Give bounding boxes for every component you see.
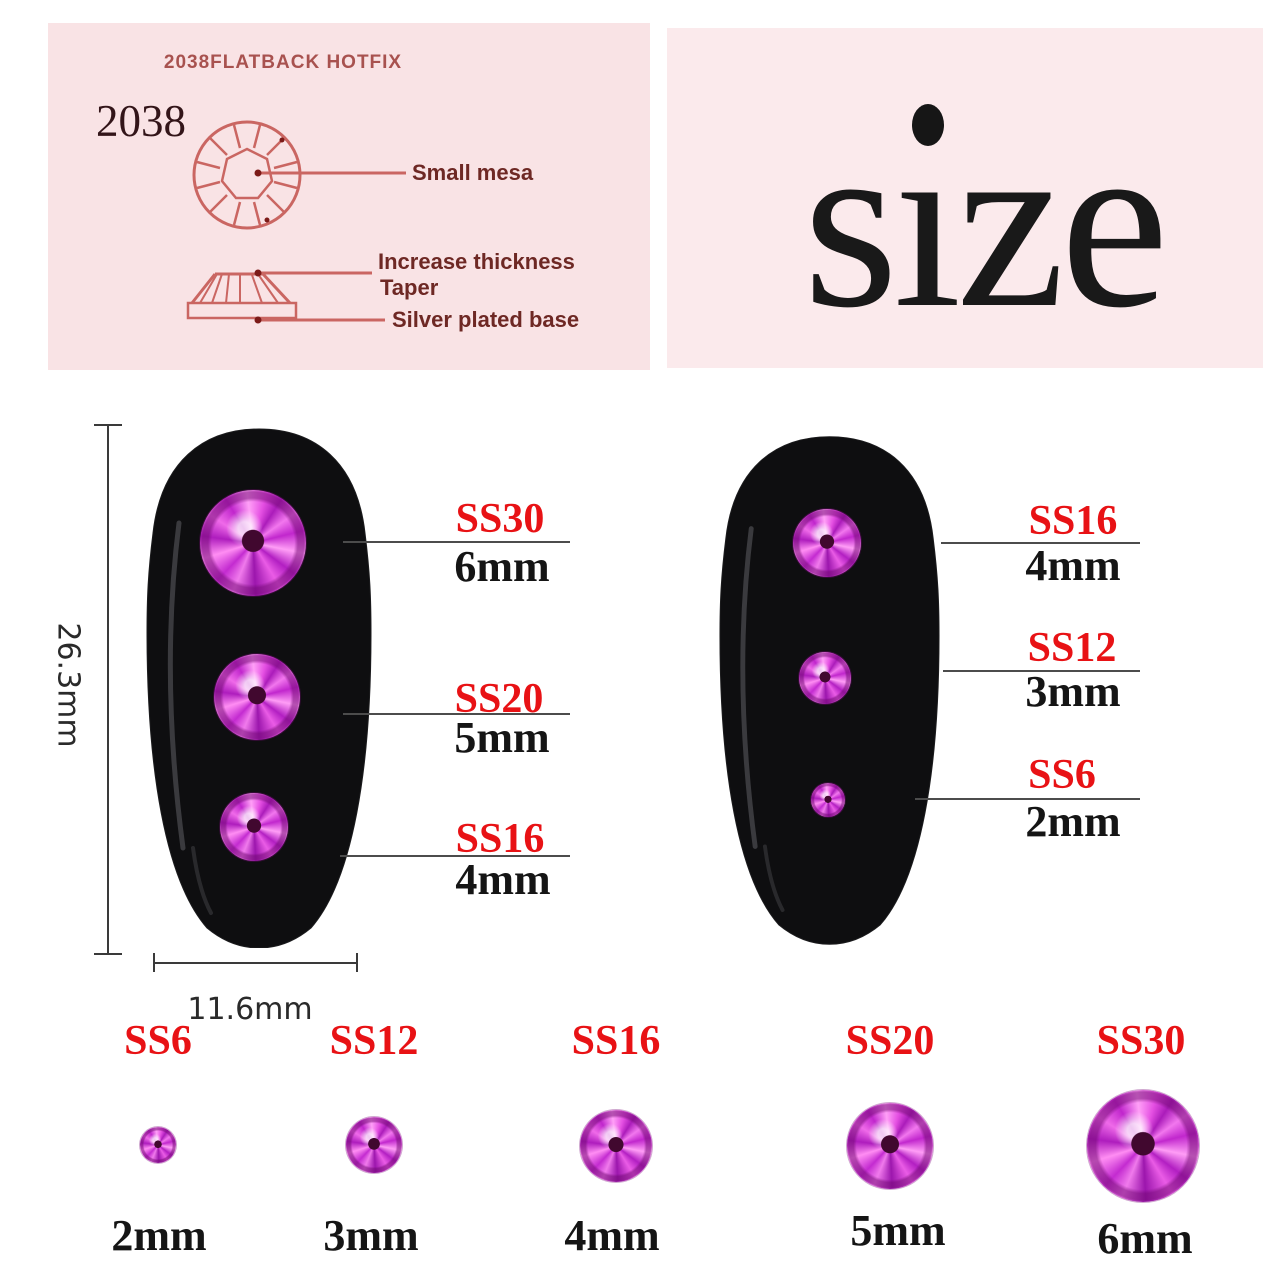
gem-ss12-on-nail2 <box>799 652 851 704</box>
measure-hline <box>154 962 357 964</box>
callout-increase-thickness: Increase thickness <box>378 249 575 274</box>
leader-line-ss20 <box>343 713 570 715</box>
measure-htick-right <box>356 953 358 972</box>
nail-width-label: 11.6mm <box>187 992 313 1027</box>
side-facet-lines <box>199 273 279 304</box>
chart-gem-ss30 <box>1087 1090 1199 1202</box>
chart-gem-ss6 <box>140 1127 176 1163</box>
nail-height-label: 26.3mm <box>50 622 86 748</box>
chart-label-ss20: SS20 <box>845 1018 935 1064</box>
size-i-dot <box>912 104 944 146</box>
callout-small-mesa: Small mesa <box>412 160 534 185</box>
leader-line-ss6r <box>915 798 1140 800</box>
gem-ss16-on-nail <box>220 793 288 861</box>
label-ss16: SS16 <box>455 816 545 862</box>
size-heading: sıze <box>803 87 1169 358</box>
leader-line-ss16r <box>941 542 1140 544</box>
gem-ss30-on-nail <box>200 490 306 596</box>
leader-line-ss16 <box>340 855 570 857</box>
measure-vline <box>107 425 109 955</box>
chart-gem-ss20 <box>847 1103 933 1189</box>
label-ss16-r: SS16 <box>1028 498 1118 544</box>
label-5mm: 5mm <box>454 713 550 762</box>
label-ss12-r: SS12 <box>1027 625 1117 671</box>
chart-size-3mm: 3mm <box>323 1211 419 1260</box>
gem-ss6-on-nail2 <box>811 783 845 817</box>
label-2mm-r: 2mm <box>1025 797 1121 846</box>
chart-label-ss6: SS6 <box>124 1018 192 1064</box>
measure-vtick-top <box>94 424 122 426</box>
label-ss6-r: SS6 <box>1028 752 1096 798</box>
callout-taper: Taper <box>380 275 439 300</box>
gem-ss20-on-nail <box>214 654 300 740</box>
leader-line-ss30 <box>343 541 570 543</box>
gem-ss16-on-nail2 <box>793 509 861 577</box>
chart-label-ss30: SS30 <box>1096 1018 1186 1064</box>
facet-spokes <box>196 124 298 226</box>
measure-vtick-bottom <box>94 953 122 955</box>
nail-gloss-highlight <box>167 520 186 851</box>
label-6mm: 6mm <box>454 542 550 591</box>
size-panel: sıze <box>667 28 1263 368</box>
chart-label-ss16: SS16 <box>571 1018 661 1064</box>
callout-silver-plated-base: Silver plated base <box>392 307 580 332</box>
rhinestone-diagram <box>186 120 406 324</box>
chart-size-2mm: 2mm <box>111 1211 207 1260</box>
chart-size-5mm: 5mm <box>850 1206 946 1255</box>
spec-panel: 2038FLATBACK HOTFIX 2038 Small mesa Incr… <box>48 23 650 370</box>
label-4mm: 4mm <box>455 855 551 904</box>
nail-gloss-highlight <box>740 526 758 849</box>
model-number: 2038 <box>96 96 186 146</box>
label-4mm-r: 4mm <box>1025 541 1121 590</box>
leader-line-ss12r <box>943 670 1140 672</box>
spec-panel-title: 2038FLATBACK HOTFIX <box>163 52 403 73</box>
label-ss30: SS30 <box>455 496 545 542</box>
chart-size-6mm: 6mm <box>1097 1214 1193 1263</box>
label-3mm-r: 3mm <box>1025 667 1121 716</box>
chart-size-4mm: 4mm <box>564 1211 660 1260</box>
chart-label-ss12: SS12 <box>329 1018 419 1064</box>
chart-gem-ss12 <box>346 1117 402 1173</box>
chart-gem-ss16 <box>580 1110 652 1182</box>
measure-htick-left <box>153 953 155 972</box>
label-ss20: SS20 <box>454 676 544 722</box>
